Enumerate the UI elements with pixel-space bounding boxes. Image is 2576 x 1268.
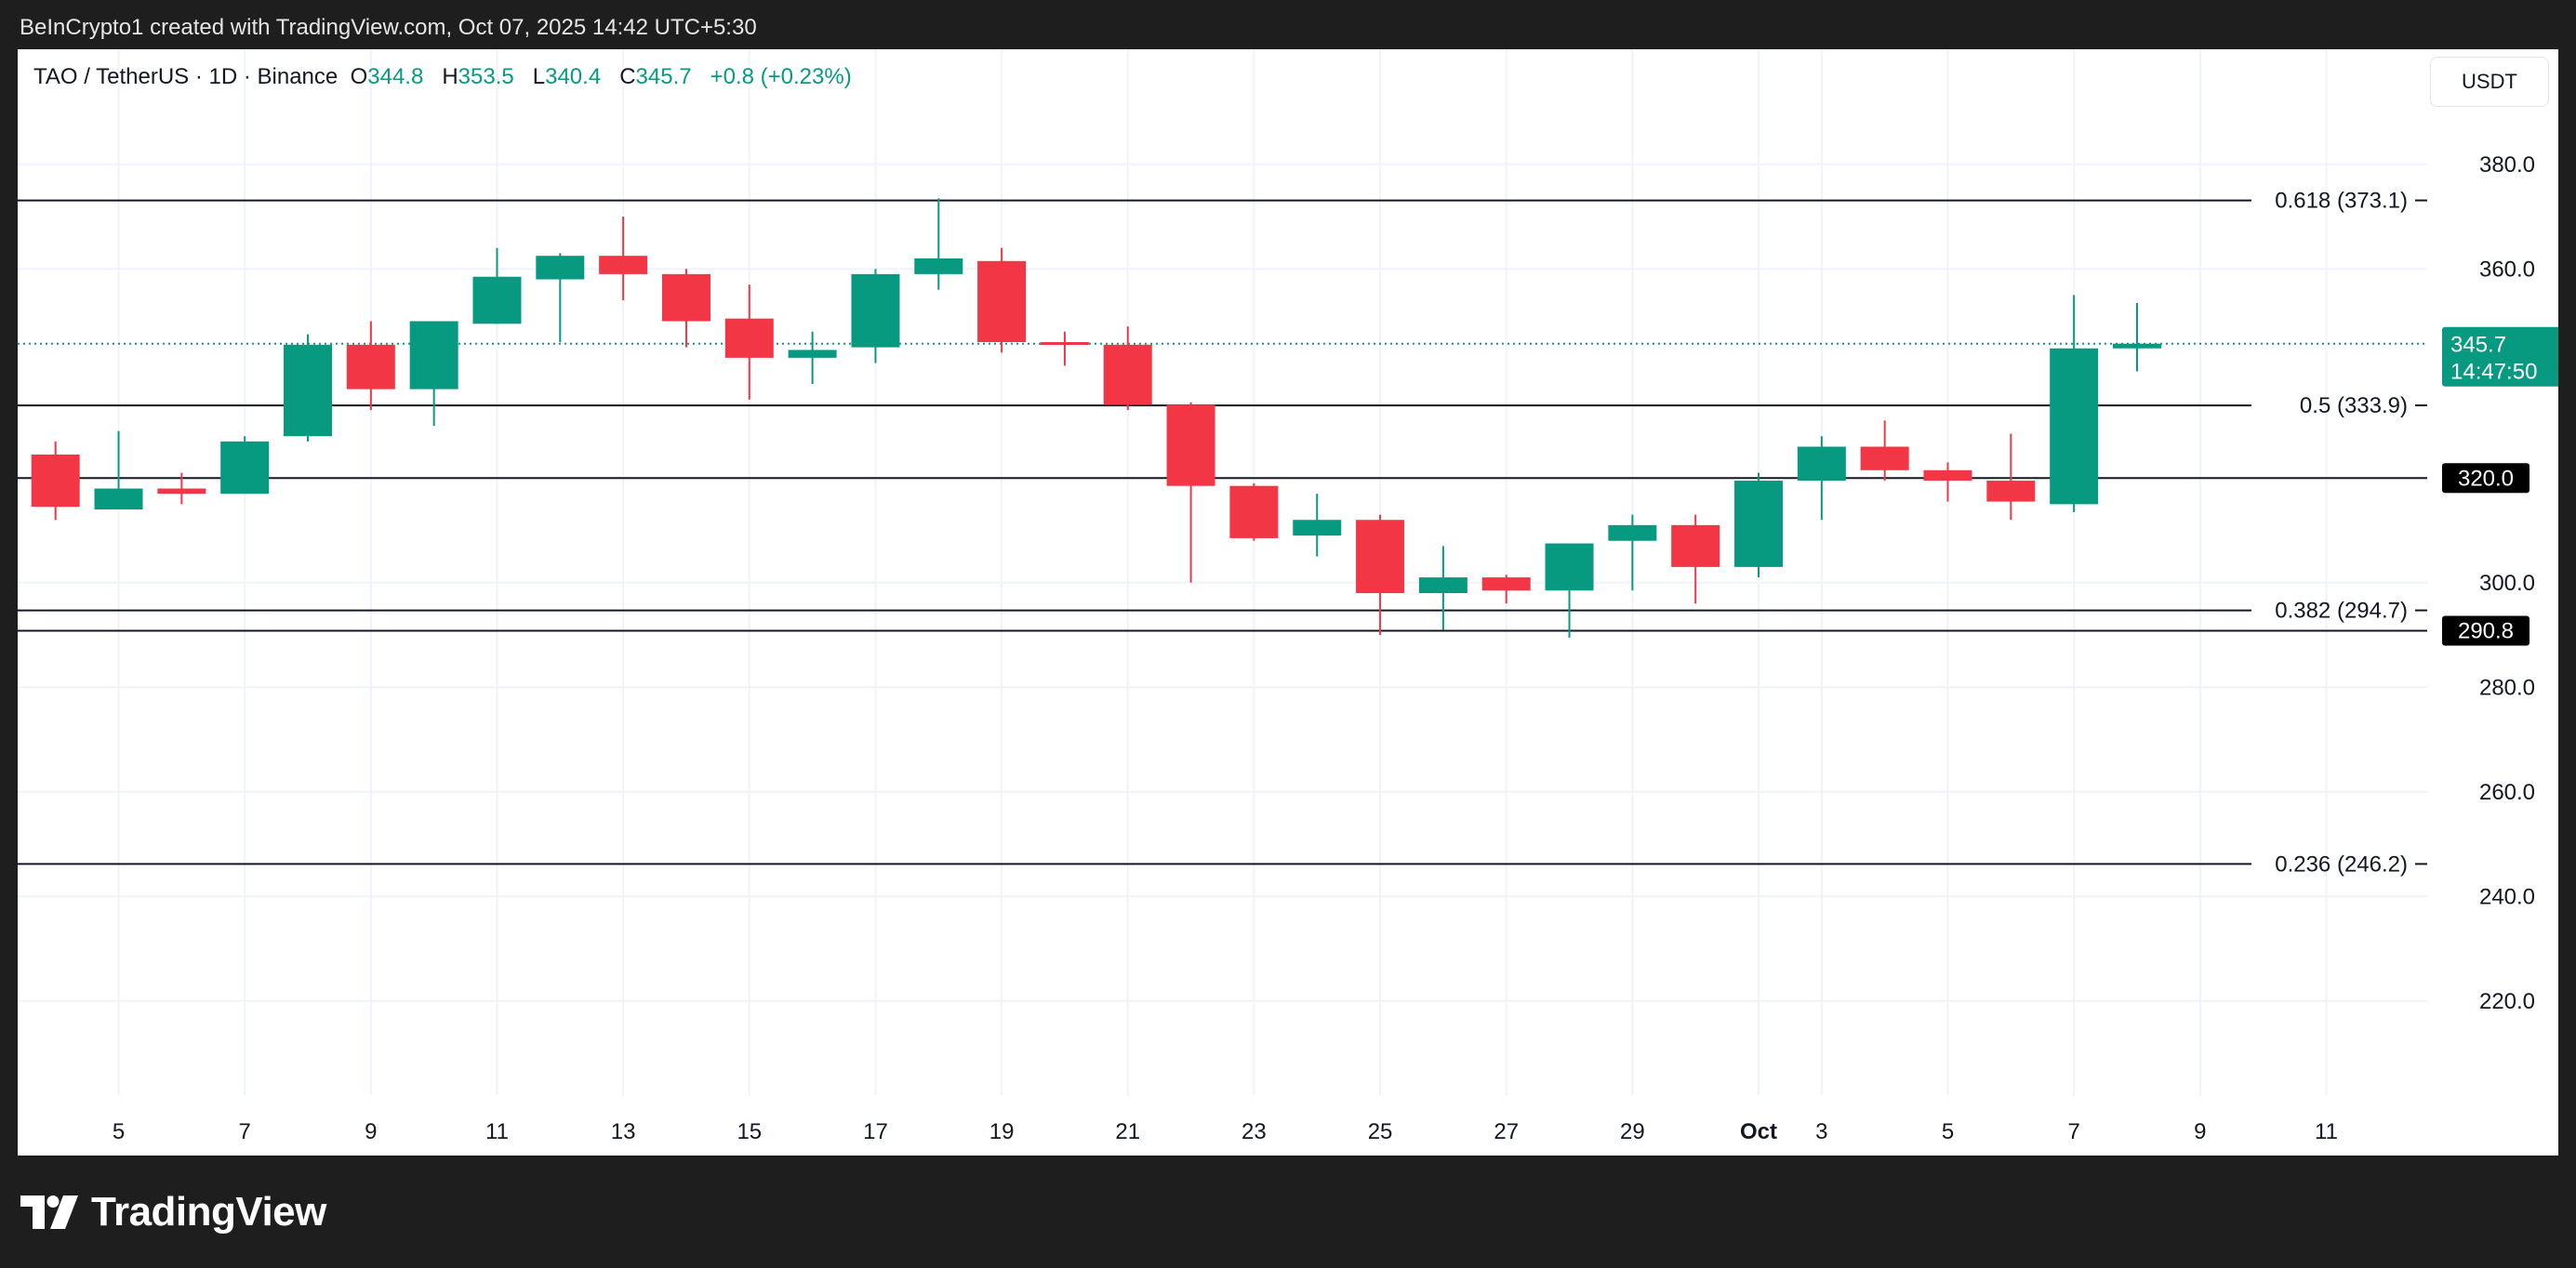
candle-body-down bbox=[1481, 577, 1531, 591]
candle-body-up bbox=[1797, 446, 1846, 482]
open-label: O bbox=[350, 64, 368, 89]
candle-body-up bbox=[1293, 520, 1342, 536]
high-value: 353.5 bbox=[458, 64, 514, 89]
y-axis-tick-label: 360.0 bbox=[2479, 257, 2535, 282]
low-value: 340.4 bbox=[545, 64, 602, 89]
candle-body-up bbox=[1545, 543, 1594, 591]
x-axis-tick-label: 23 bbox=[1242, 1119, 1267, 1144]
candle-body-up bbox=[1734, 481, 1784, 567]
candle-body-down bbox=[1166, 404, 1215, 486]
candlestick-chart[interactable]: 0.618 (373.1) 0.5 (333.9) 0.382 (294.7) 0.2… bbox=[18, 49, 2558, 1156]
candle-body-up bbox=[409, 321, 458, 390]
tradingview-logo-icon bbox=[20, 1195, 78, 1229]
candle-body-up bbox=[788, 350, 837, 358]
x-axis-tick-label: 7 bbox=[2067, 1119, 2079, 1144]
y-axis-tick-label: 380.0 bbox=[2479, 152, 2535, 178]
candle-body-down bbox=[1860, 446, 1909, 470]
candle-body-down bbox=[1103, 344, 1152, 405]
candle-body-up bbox=[220, 441, 270, 495]
x-axis-tick-label: 27 bbox=[1494, 1119, 1519, 1144]
candle-body-down bbox=[346, 344, 395, 390]
y-axis-tick-label: 280.0 bbox=[2479, 675, 2535, 700]
x-axis-tick-label: 15 bbox=[737, 1119, 762, 1144]
candle-body-down bbox=[599, 256, 648, 274]
low-label: L bbox=[532, 64, 546, 89]
price-badge-label: 290.8 bbox=[2458, 619, 2514, 644]
candle-body-down bbox=[1923, 469, 1972, 482]
x-axis-tick-label: Oct bbox=[1740, 1119, 1777, 1144]
candle-body-down bbox=[977, 260, 1027, 342]
x-axis-tick-label: 29 bbox=[1620, 1119, 1645, 1144]
candle-body-up bbox=[1418, 577, 1467, 593]
x-axis-tick-label: 5 bbox=[1942, 1119, 1954, 1144]
x-axis-tick-label: 7 bbox=[238, 1119, 250, 1144]
x-axis-tick-label: 9 bbox=[2194, 1119, 2206, 1144]
candle-body-up bbox=[851, 273, 900, 348]
candle-body-up bbox=[94, 488, 143, 509]
candle-body-up bbox=[284, 344, 333, 437]
x-axis-tick-label: 11 bbox=[2315, 1119, 2338, 1144]
x-axis-tick-label: 21 bbox=[1115, 1119, 1140, 1144]
attribution-bar: BeInCrypto1 created with TradingView.com… bbox=[0, 0, 2576, 49]
open-value: 344.8 bbox=[367, 64, 424, 89]
price-badge bbox=[2442, 615, 2530, 646]
x-axis-tick-label: 13 bbox=[611, 1119, 636, 1144]
last-price-badge bbox=[2442, 326, 2558, 387]
change-value: +0.8 (+0.23%) bbox=[710, 64, 852, 89]
y-axis-tick-label: 240.0 bbox=[2479, 884, 2535, 909]
candle-body-down bbox=[157, 488, 206, 495]
candle-body-down bbox=[1986, 481, 2036, 502]
y-axis-tick-label: 300.0 bbox=[2479, 571, 2535, 596]
chart-panel[interactable]: 0.618 (373.1) 0.5 (333.9) 0.382 (294.7) 0.2… bbox=[18, 49, 2558, 1156]
symbol-pair: TAO / TetherUS · 1D · Binance bbox=[33, 64, 339, 89]
fib-level-label: 0.5 (333.9) bbox=[2300, 393, 2408, 418]
candle-body-up bbox=[914, 258, 963, 274]
x-axis-tick-label: 25 bbox=[1368, 1119, 1393, 1144]
price-badge bbox=[2442, 463, 2530, 494]
candle-body-up bbox=[2112, 343, 2161, 349]
high-label: H bbox=[442, 64, 458, 89]
x-axis-tick-label: 5 bbox=[113, 1119, 125, 1144]
last-price-countdown: 14:47:50 bbox=[2450, 360, 2537, 385]
x-axis-tick-label: 19 bbox=[989, 1119, 1015, 1144]
fib-level-label: 0.618 (373.1) bbox=[2275, 189, 2408, 214]
last-price-value: 345.7 bbox=[2450, 333, 2506, 358]
price-badge-label: 320.0 bbox=[2458, 466, 2514, 491]
x-axis-tick-label: 3 bbox=[1815, 1119, 1827, 1144]
candle-body-up bbox=[472, 276, 522, 324]
fib-level-label: 0.382 (294.7) bbox=[2275, 599, 2408, 624]
symbol-info-row: TAO / TetherUS · 1D · Binance O344.8 H35… bbox=[33, 64, 852, 90]
attribution-text: BeInCrypto1 created with TradingView.com… bbox=[20, 15, 757, 40]
x-axis-tick-label: 17 bbox=[863, 1119, 888, 1144]
y-axis-tick-label: 220.0 bbox=[2479, 989, 2535, 1014]
close-label: C bbox=[619, 64, 636, 89]
candle-body-down bbox=[1671, 524, 1720, 567]
y-axis-tick-label: 260.0 bbox=[2479, 780, 2535, 805]
x-axis-tick-label: 9 bbox=[365, 1119, 377, 1144]
candle-body-down bbox=[1356, 520, 1405, 593]
currency-button[interactable]: USDT bbox=[2430, 57, 2549, 107]
x-axis-tick-label: 11 bbox=[485, 1119, 509, 1144]
candle-body-down bbox=[724, 318, 774, 358]
candle-body-down bbox=[1040, 342, 1089, 345]
candle-body-down bbox=[31, 454, 80, 508]
tradingview-logo[interactable]: TradingView bbox=[20, 1186, 326, 1238]
close-value: 345.7 bbox=[635, 64, 692, 89]
candle-body-up bbox=[536, 256, 585, 280]
candle-body-up bbox=[2050, 348, 2099, 505]
candle-body-down bbox=[1229, 485, 1279, 538]
tradingview-logo-text: TradingView bbox=[91, 1189, 326, 1235]
candle-body-down bbox=[661, 273, 710, 322]
fib-level-label: 0.236 (246.2) bbox=[2275, 852, 2408, 877]
candle-body-up bbox=[1608, 524, 1657, 541]
